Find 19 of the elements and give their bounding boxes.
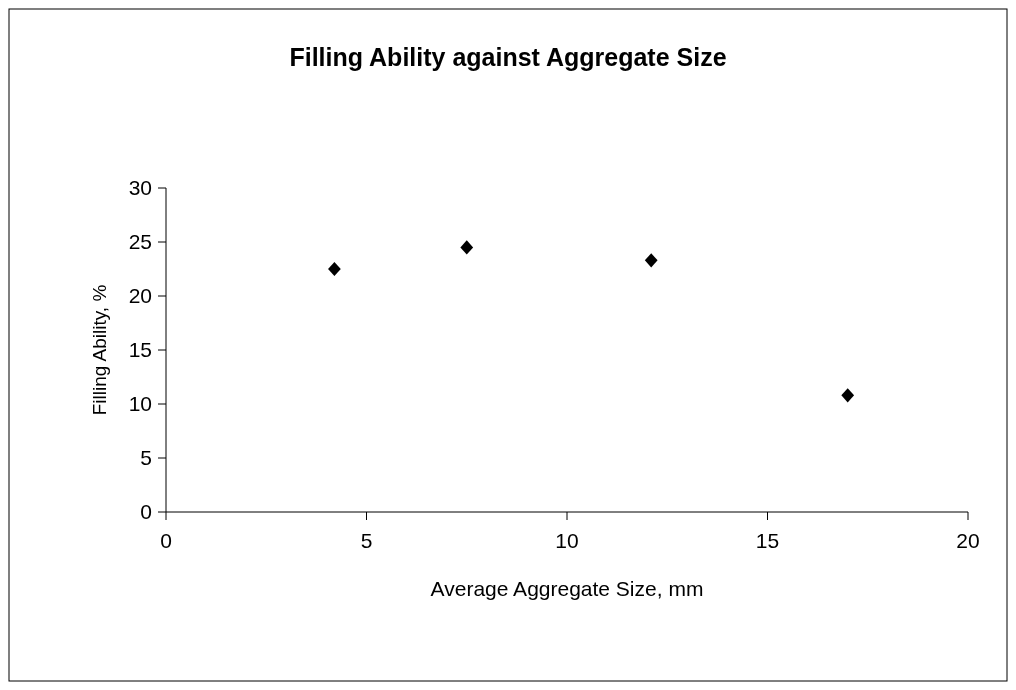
y-tick-label: 30: [128, 176, 152, 200]
point: [328, 261, 341, 277]
y-tick-label: 0: [140, 500, 152, 524]
y-tick-label: 15: [128, 338, 152, 362]
point: [841, 388, 855, 403]
x-tick-label: 15: [755, 529, 780, 552]
y-axis-title: Filling Ability, %: [89, 284, 110, 416]
y-tick-label: 5: [140, 446, 152, 470]
point: [460, 240, 474, 255]
point: [644, 253, 658, 268]
x-tick-label: 5: [360, 529, 373, 552]
chart-title: Filling Ability against Aggregate Size: [289, 43, 727, 71]
x-axis-title: Average Aggregate Size, mm: [430, 577, 704, 600]
x-tick-label: 20: [956, 529, 980, 552]
y-tick-label: 25: [128, 230, 152, 254]
x-tick-label: 10: [555, 529, 579, 552]
x-tick-label: 0: [160, 529, 172, 552]
y-tick-label: 20: [128, 284, 152, 308]
y-tick-label: 10: [128, 392, 152, 416]
